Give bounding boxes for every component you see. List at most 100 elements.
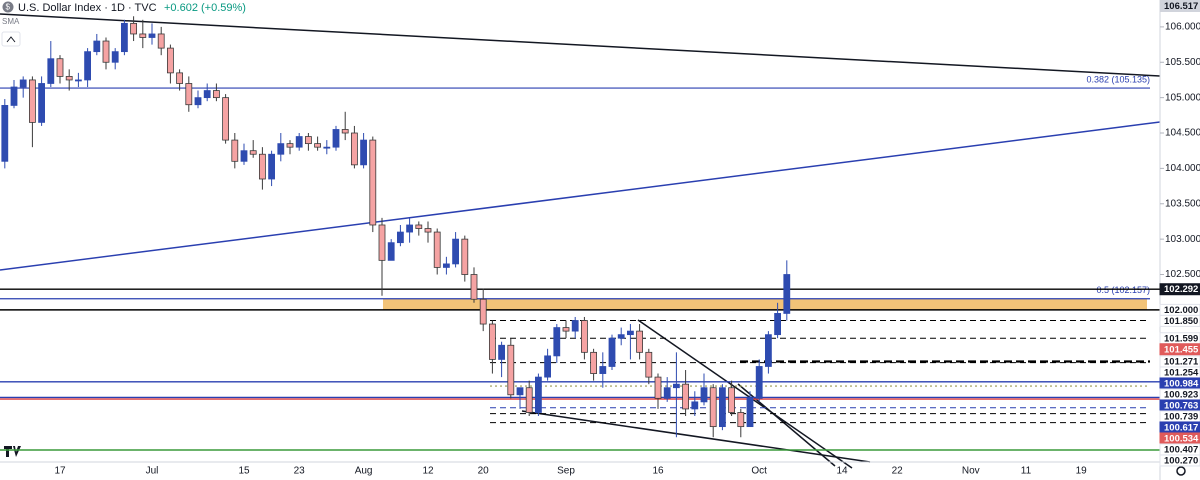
candle-body <box>581 320 588 353</box>
x-tick-label: 17 <box>54 466 66 477</box>
candle-body <box>121 22 128 53</box>
candle-body <box>719 387 726 428</box>
candle-body <box>682 383 689 410</box>
price-label: 100.270 <box>1164 455 1198 466</box>
price-label-box <box>1159 454 1200 467</box>
candle-body <box>323 146 331 149</box>
candle-body <box>10 86 18 106</box>
candle-body <box>84 51 91 81</box>
candle-body <box>673 383 680 389</box>
candle-body <box>194 97 202 106</box>
candle-body <box>102 40 110 63</box>
candle-body <box>470 274 478 300</box>
candle-body <box>783 274 791 314</box>
symbol-icon-glyph: $ <box>6 3 11 12</box>
y-tick-label: 105.500 <box>1165 57 1200 68</box>
candle-body <box>663 387 671 399</box>
candle-body <box>56 58 64 77</box>
symbol-icon <box>2 1 14 13</box>
candle-body <box>498 344 506 360</box>
candle-body <box>765 334 772 367</box>
candle-body <box>65 76 73 81</box>
x-tick-label: Sep <box>557 466 575 477</box>
candle-body <box>654 376 662 399</box>
fib-label: 0.382 (105.135) <box>1086 74 1150 84</box>
candle-body <box>442 263 450 268</box>
price-label-box <box>1159 0 1200 12</box>
candle-body <box>176 72 184 84</box>
fib-label: 0.5 (102.157) <box>1096 285 1150 295</box>
candle-body <box>488 323 496 360</box>
candle-body <box>369 139 377 226</box>
candle-body <box>148 33 156 38</box>
price-label: 100.407 <box>1164 444 1198 455</box>
price-label: 102.292 <box>1164 284 1198 295</box>
candle-body <box>130 22 138 35</box>
candle-body <box>341 129 349 134</box>
candle-body <box>452 238 460 265</box>
candle-body <box>295 136 303 148</box>
price-label-box <box>1159 343 1200 356</box>
trendline <box>0 121 1161 271</box>
candle-body <box>553 327 561 357</box>
y-tick-label: 105.000 <box>1165 92 1200 103</box>
price-label-box <box>1159 283 1200 296</box>
candle-body <box>599 366 607 374</box>
tv-logo <box>4 446 21 457</box>
collapse-icon <box>6 36 16 43</box>
candle-body <box>286 143 294 148</box>
x-tick-label: 11 <box>1021 466 1032 477</box>
candle-body <box>415 224 423 229</box>
candle-body <box>75 79 82 82</box>
candle-body <box>249 150 257 155</box>
price-label: 102.000 <box>1164 305 1198 316</box>
candle-body <box>535 376 542 413</box>
candle-body <box>396 231 404 244</box>
candle-body <box>433 231 441 268</box>
candle-body <box>47 58 55 84</box>
candle-body <box>590 351 597 374</box>
x-tick-label: 20 <box>478 466 490 477</box>
y-tick-label: 102.500 <box>1165 269 1200 280</box>
candle-body <box>424 228 432 233</box>
indicator-label: SMA <box>2 17 20 26</box>
price-label: 100.534 <box>1164 433 1199 444</box>
x-tick-label: 19 <box>1076 466 1088 477</box>
candle-body <box>222 97 230 141</box>
price-label: 101.455 <box>1164 344 1199 355</box>
y-tick-label: 104.500 <box>1165 128 1200 139</box>
price-label: 101.599 <box>1164 333 1198 344</box>
candle-body <box>737 412 745 428</box>
candle-body <box>571 320 579 332</box>
trendline <box>521 410 871 463</box>
candle-body <box>627 330 634 336</box>
price-label: 106.517 <box>1164 1 1198 12</box>
candle-body <box>645 351 653 378</box>
price-label: 101.850 <box>1164 316 1198 327</box>
candle-body <box>479 298 487 325</box>
x-tick-label: Oct <box>751 466 767 477</box>
collapse-button[interactable] <box>1 31 21 47</box>
candle-body <box>544 355 551 378</box>
candle-body <box>332 129 340 148</box>
price-label: 100.617 <box>1164 422 1198 433</box>
candle-body <box>258 153 266 180</box>
trendline <box>0 13 1161 77</box>
settings-icon[interactable] <box>1176 466 1186 476</box>
candle-body <box>268 153 276 180</box>
candle-body <box>277 143 285 155</box>
x-tick-label: 23 <box>294 466 306 477</box>
x-tick-label: 16 <box>652 466 664 477</box>
price-label: 101.254 <box>1164 367 1199 378</box>
candle-body <box>111 51 119 63</box>
candle-body <box>93 40 101 53</box>
candle-body <box>516 387 524 396</box>
candle-body <box>774 313 781 336</box>
zone <box>383 298 1147 310</box>
candle-body <box>231 139 239 162</box>
candle-body <box>28 79 36 123</box>
candle-body <box>314 143 322 148</box>
